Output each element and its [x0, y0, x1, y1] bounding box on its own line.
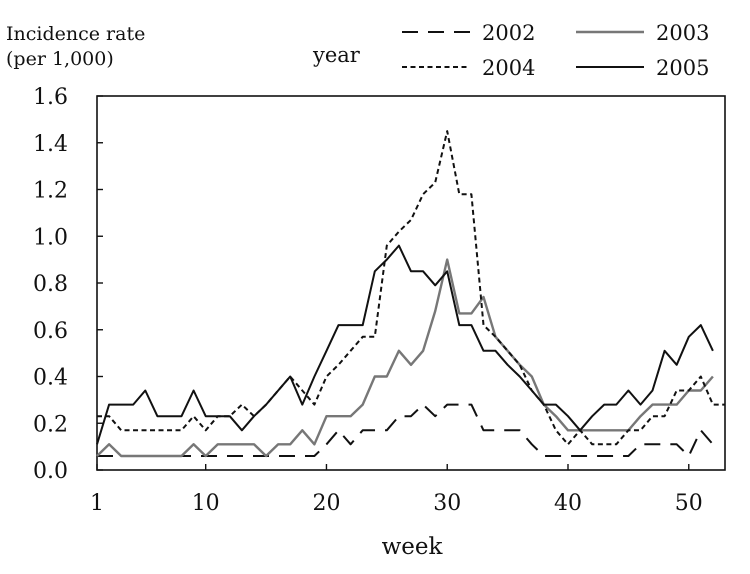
legend-label-2002: 2002	[482, 21, 535, 45]
y-tick-label: 1.4	[33, 132, 68, 157]
series-line-2002	[97, 403, 714, 457]
y-axis-title-line2: (per 1,000)	[6, 48, 114, 70]
x-axis: 1 10 20 30 40 50	[90, 464, 703, 516]
x-tick-label: 10	[192, 491, 220, 516]
legend-label-2003: 2003	[656, 21, 709, 45]
plot-frame	[96, 95, 726, 471]
x-axis-title: week	[382, 534, 444, 560]
y-axis-title: Incidence rate (per 1,000)	[6, 23, 145, 70]
y-tick-label: 0.4	[33, 366, 68, 391]
legend-item-2002: 2002	[402, 21, 535, 45]
y-axis-title-line1: Incidence rate	[6, 23, 145, 45]
legend-item-2005: 2005	[576, 56, 709, 80]
legend-item-2004: 2004	[402, 56, 535, 80]
legend-title: year	[312, 43, 361, 67]
series-line-2004	[97, 130, 725, 446]
x-tick-label: 40	[554, 491, 582, 516]
y-tick-label: 0.0	[33, 459, 68, 484]
legend-label-2004: 2004	[482, 56, 535, 80]
x-tick-label: 50	[675, 491, 703, 516]
legend-item-2003: 2003	[576, 21, 709, 45]
y-tick-label: 0.6	[33, 319, 68, 344]
y-tick-label: 1.2	[33, 179, 68, 204]
series-line-2005	[96, 244, 714, 445]
y-axis: 0.0 0.2 0.4 0.6 0.8 1.0 1.2 1.4 1.6	[33, 85, 103, 484]
y-tick-label: 0.8	[33, 272, 68, 297]
legend: 2002 2003 2004 2005	[402, 21, 709, 80]
series-line-2003	[96, 258, 714, 458]
x-tick-label: 1	[90, 491, 104, 516]
series-lines	[96, 130, 725, 458]
x-tick-label: 20	[312, 491, 340, 516]
y-tick-label: 1.6	[33, 85, 68, 110]
y-tick-label: 1.0	[33, 225, 68, 250]
legend-label-2005: 2005	[656, 56, 709, 80]
x-tick-label: 30	[433, 491, 461, 516]
y-tick-label: 0.2	[33, 412, 68, 437]
